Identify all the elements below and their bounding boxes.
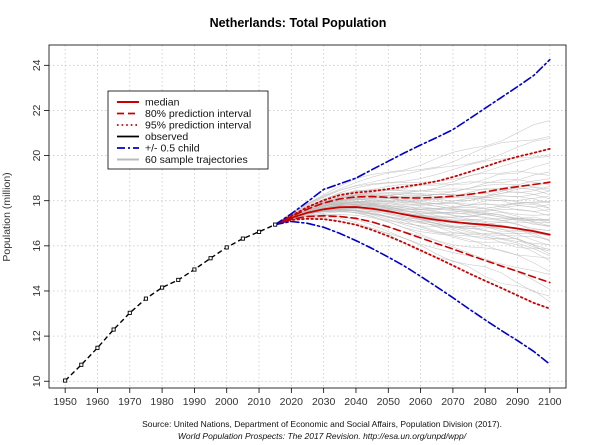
series-line <box>274 214 551 284</box>
series-line <box>274 206 551 236</box>
x-tick-label: 2000 <box>215 396 239 408</box>
source-line-2: World Population Prospects: The 2017 Rev… <box>178 431 468 441</box>
observed-point <box>63 378 68 383</box>
x-tick-label: 2040 <box>344 396 368 408</box>
plot-frame <box>48 44 567 389</box>
sample-trajectory <box>275 120 550 225</box>
series-line <box>274 217 551 310</box>
legend-label: median <box>145 97 180 109</box>
y-tick-label: 12 <box>31 330 43 342</box>
sample-trajectory <box>275 154 550 225</box>
sample-trajectory <box>275 214 550 272</box>
sample-trajectory <box>275 171 550 225</box>
sample-trajectory <box>275 201 550 225</box>
y-tick-label: 20 <box>31 150 43 162</box>
legend-label: 60 sample trajectories <box>145 154 248 166</box>
x-tick-label: 2080 <box>474 396 498 408</box>
series-line <box>274 181 551 226</box>
observed-point <box>192 267 197 272</box>
x-tick-label: 2030 <box>312 396 336 408</box>
observed-point <box>176 277 181 282</box>
legend-label: +/- 0.5 child <box>145 143 200 155</box>
y-tick-label: 16 <box>31 240 43 252</box>
x-tick-label: 2010 <box>247 396 271 408</box>
chart-title: Netherlands: Total Population <box>210 16 387 30</box>
legend-label: 95% prediction interval <box>145 120 251 132</box>
observed-line <box>64 223 276 382</box>
series-line <box>274 147 551 226</box>
sample-trajectory <box>275 196 550 225</box>
y-axis-label: Population (million) <box>1 172 13 261</box>
sample-trajectory <box>275 209 550 257</box>
observed-point <box>143 296 148 301</box>
observed-point <box>160 285 165 290</box>
observed-point <box>273 222 278 227</box>
y-tick-label: 10 <box>31 375 43 387</box>
plot-area: 1950 1960 1970 1980 1990 2000 2010 2020 2030 2040… <box>31 44 567 408</box>
sample-trajectory <box>275 211 550 259</box>
observed-point <box>111 327 116 332</box>
y-tick-label: 24 <box>31 59 43 71</box>
x-tick-label: 1990 <box>183 396 207 408</box>
observed-point <box>240 236 245 241</box>
x-tick-label: 2090 <box>506 396 530 408</box>
x-tick-label: 2100 <box>538 396 562 408</box>
x-tick-label: 1950 <box>53 396 77 408</box>
x-tick-label: 1960 <box>86 396 110 408</box>
sample-trajectory <box>275 178 550 225</box>
y-tick-label: 22 <box>31 104 43 116</box>
x-tick-label: 1980 <box>150 396 174 408</box>
legend-box <box>107 90 269 170</box>
sample-trajectory <box>275 136 550 225</box>
x-tick-label: 2050 <box>377 396 401 408</box>
y-tick-label: 18 <box>31 195 43 207</box>
legend-label: observed <box>145 131 188 143</box>
sample-trajectory <box>275 217 550 303</box>
sample-trajectory <box>275 202 550 225</box>
legend-label: 80% prediction interval <box>145 108 251 120</box>
y-tick-label: 14 <box>31 285 43 297</box>
sample-trajectory <box>275 216 550 297</box>
observed-point <box>127 310 132 315</box>
x-tick-label: 2060 <box>409 396 433 408</box>
x-tick-label: 1970 <box>118 396 142 408</box>
x-tick-label: 2070 <box>441 396 465 408</box>
sample-trajectory <box>275 210 550 255</box>
observed-point <box>208 256 213 261</box>
sample-trajectory <box>275 201 550 225</box>
observed-point <box>79 362 84 367</box>
series-line <box>274 220 551 366</box>
x-tick-label: 2020 <box>280 396 304 408</box>
observed-point <box>224 245 229 250</box>
source-line-1: Source: United Nations, Department of Ec… <box>142 419 502 429</box>
observed-point <box>256 229 262 234</box>
sample-trajectory <box>275 203 550 225</box>
series-line <box>274 58 551 226</box>
observed-point <box>95 345 100 350</box>
